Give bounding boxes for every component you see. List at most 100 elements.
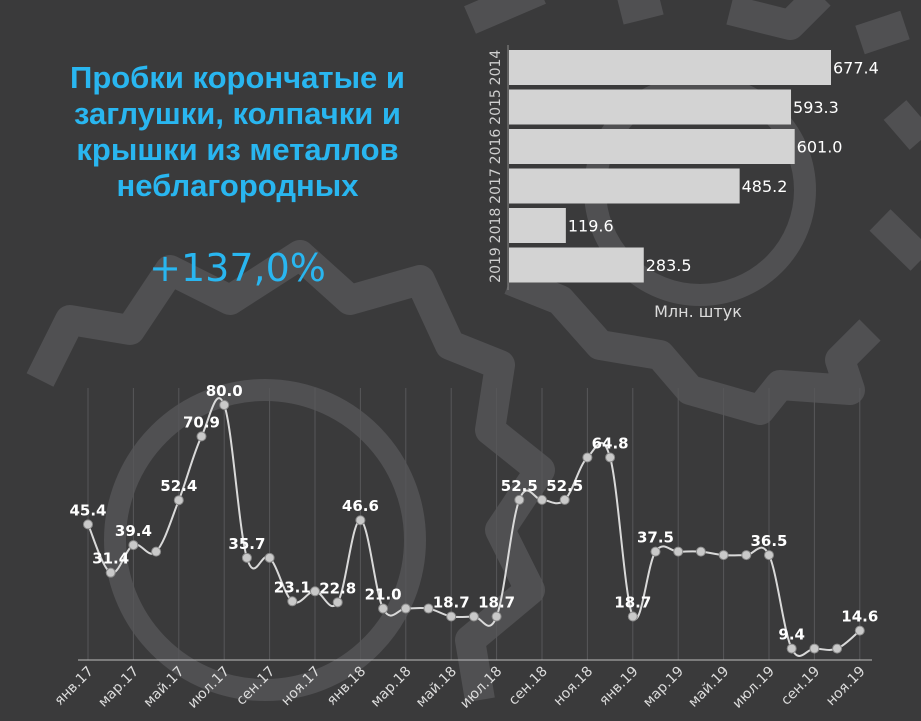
x-tick-label: ноя.17 (278, 664, 324, 710)
data-point-ноя.19 (854, 625, 865, 636)
data-label: 18.7 (433, 593, 470, 611)
data-point-фев.19 (650, 546, 661, 557)
data-label: 9.4 (778, 626, 805, 644)
x-tick-label: июл.17 (185, 664, 233, 712)
data-point-июл.18 (491, 611, 502, 622)
x-tick-label: сен.17 (233, 664, 278, 709)
data-point-сен.19 (809, 643, 820, 654)
bar-2017 (509, 168, 740, 204)
bar-category-label: 2019 (488, 247, 504, 283)
data-point-янв.17 (83, 519, 93, 530)
data-point-сен.18 (537, 494, 547, 505)
data-point-янв.19 (627, 611, 638, 622)
bar-value-label: 485.2 (742, 177, 788, 196)
data-label: 52.4 (160, 477, 197, 495)
data-label: 37.5 (637, 529, 674, 547)
data-label: 70.9 (183, 413, 220, 431)
x-tick-label: мар.17 (95, 664, 142, 711)
x-tick-label: май.18 (413, 664, 460, 711)
data-point-фев.17 (105, 567, 116, 578)
data-label: 14.6 (841, 608, 878, 626)
data-label: 23.1 (274, 578, 311, 596)
x-tick-label: ноя.18 (551, 664, 597, 710)
x-tick-label: сен.18 (506, 664, 551, 709)
chart-title: Пробки корончатые и заглушки, колпачки и… (70, 60, 405, 203)
x-tick-label: янв.17 (52, 664, 97, 709)
data-point-апр.18 (423, 603, 434, 614)
bar-value-label: 601.0 (797, 138, 843, 157)
bar-category-label: 2014 (488, 50, 504, 86)
data-label: 52.5 (501, 477, 538, 495)
gear-top-icon (464, 0, 921, 425)
bar-2015 (509, 89, 792, 125)
data-label: 35.7 (228, 535, 265, 553)
bar-2018 (509, 208, 566, 243)
data-label: 64.8 (592, 434, 629, 452)
data-point-апр.19 (695, 546, 706, 557)
data-point-сен.17 (264, 552, 275, 563)
x-tick-label: июл.18 (457, 664, 505, 712)
data-point-июн.17 (196, 431, 207, 442)
bar-value-label: 283.5 (646, 256, 692, 275)
bar-2016 (509, 129, 795, 164)
bar-value-label: 677.4 (833, 59, 879, 78)
bar-category-label: 2017 (488, 168, 504, 204)
data-label: 46.6 (342, 497, 379, 515)
data-point-окт.17 (287, 596, 298, 607)
data-point-фев.18 (378, 603, 389, 614)
bar-2014 (509, 50, 831, 85)
data-label: 18.7 (614, 593, 651, 611)
bar-value-label: 593.3 (793, 98, 839, 117)
data-point-авг.18 (514, 494, 525, 505)
data-point-май.17 (173, 495, 184, 506)
bar-2019 (509, 247, 644, 283)
data-label: 36.5 (750, 532, 787, 550)
x-tick-label: ноя.19 (823, 664, 869, 710)
data-point-июн.18 (468, 611, 479, 622)
data-point-июл.17 (219, 400, 230, 410)
gear-large-icon (26, 240, 555, 703)
data-point-мар.17 (128, 540, 139, 551)
bar-category-label: 2016 (488, 129, 504, 165)
data-label: 22.8 (319, 579, 356, 597)
growth-percentage: +137,0% (149, 246, 326, 290)
bar-category-label: 2015 (488, 89, 504, 125)
data-label: 31.4 (92, 550, 129, 568)
x-tick-label: янв.19 (596, 664, 641, 709)
data-point-авг.19 (786, 643, 797, 654)
data-label: 52.5 (546, 477, 583, 495)
data-point-окт.19 (832, 643, 843, 654)
x-tick-label: май.17 (141, 664, 188, 711)
bar-value-label: 119.6 (568, 217, 614, 236)
x-tick-label: мар.19 (640, 664, 687, 711)
data-point-авг.17 (241, 552, 252, 563)
data-label: 45.4 (69, 501, 106, 519)
data-label: 80.0 (206, 382, 243, 400)
data-point-апр.17 (151, 546, 162, 557)
data-point-мар.19 (673, 546, 684, 557)
x-tick-label: мар.18 (368, 664, 415, 711)
data-point-май.18 (446, 611, 457, 622)
x-tick-label: июл.19 (730, 664, 778, 712)
data-point-дек.17 (332, 597, 343, 608)
data-label: 39.4 (115, 522, 152, 540)
data-point-июл.19 (764, 550, 774, 561)
data-point-янв.18 (355, 515, 366, 526)
data-point-дек.18 (605, 452, 616, 463)
data-point-ноя.18 (582, 452, 593, 463)
data-label: 21.0 (365, 586, 402, 604)
data-point-ноя.17 (310, 586, 320, 597)
x-tick-label: сен.19 (778, 664, 823, 709)
data-point-май.19 (718, 550, 729, 561)
data-point-июн.19 (741, 550, 752, 561)
data-label: 18.7 (478, 593, 515, 611)
data-point-окт.18 (559, 494, 570, 505)
data-point-мар.18 (400, 603, 411, 614)
bar-axis-title: Млн. штук (654, 302, 742, 321)
x-tick-label: янв.18 (324, 664, 369, 709)
x-tick-label: май.19 (685, 664, 732, 711)
bar-category-label: 2018 (488, 208, 504, 244)
gear-large-ring (104, 379, 426, 701)
